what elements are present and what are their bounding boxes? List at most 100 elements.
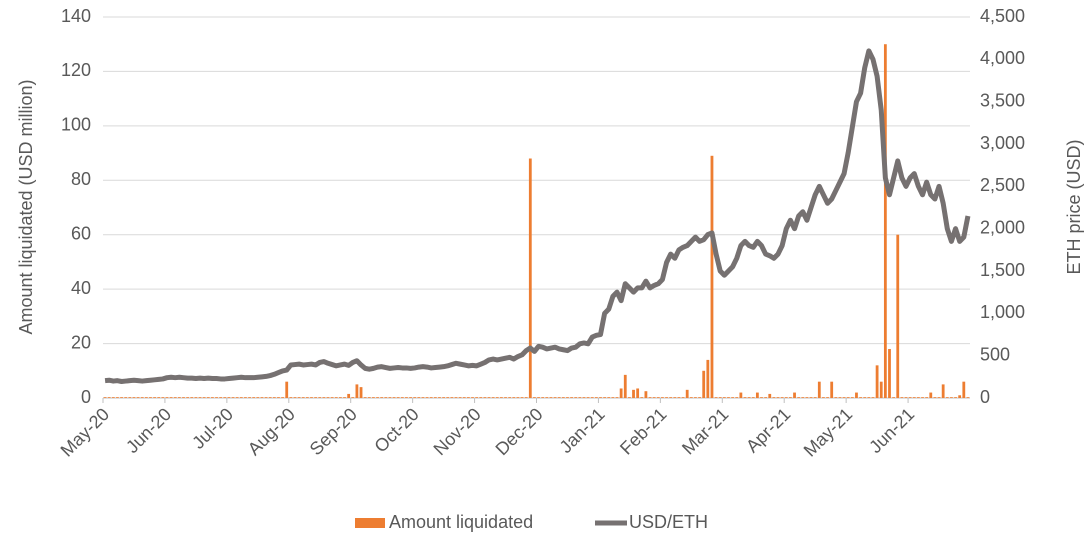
bar: [202, 397, 206, 398]
x-tick-label: Jun-20: [122, 404, 175, 457]
bar: [549, 397, 553, 398]
bar: [326, 397, 330, 398]
bar: [417, 397, 421, 398]
bar: [495, 397, 499, 398]
bar: [859, 397, 862, 398]
bar: [194, 397, 198, 398]
bar: [747, 397, 751, 398]
bar: [425, 397, 429, 398]
bar: [107, 397, 111, 398]
bar: [714, 397, 718, 398]
bar: [116, 397, 119, 398]
bar: [256, 397, 260, 398]
bar: [120, 397, 123, 398]
bar: [838, 397, 842, 398]
bar: [694, 397, 697, 398]
bar: [689, 397, 693, 398]
bar: [545, 397, 549, 398]
bar: [722, 397, 726, 398]
bar: [619, 388, 623, 398]
bar: [855, 392, 858, 398]
y2-tick-label: 4,500: [980, 6, 1025, 26]
bar: [136, 397, 140, 398]
bar: [491, 397, 495, 398]
bar: [685, 389, 689, 398]
bar: [793, 392, 796, 398]
bar: [248, 397, 251, 398]
bar: [879, 381, 883, 398]
bar: [627, 397, 631, 398]
bar: [103, 397, 107, 398]
bar: [244, 397, 247, 398]
bar: [673, 397, 677, 398]
bar: [842, 397, 846, 398]
bar: [223, 397, 227, 398]
bar: [888, 349, 891, 398]
bar: [396, 397, 400, 398]
bar: [929, 392, 933, 398]
bar: [297, 397, 301, 398]
bar: [487, 397, 491, 398]
bar: [813, 397, 817, 398]
bar: [260, 397, 264, 398]
bar: [925, 397, 929, 398]
bar: [186, 397, 190, 398]
bar: [500, 397, 503, 398]
bar: [165, 397, 169, 398]
y-tick-label: 20: [71, 332, 91, 352]
bar: [450, 397, 454, 398]
bar: [945, 397, 949, 398]
bar: [355, 384, 359, 398]
bar: [681, 397, 685, 398]
bar: [850, 397, 854, 398]
bar: [561, 397, 565, 398]
bar: [343, 397, 346, 398]
bar: [305, 397, 309, 398]
y2-tick-label: 1,500: [980, 260, 1025, 280]
bar: [512, 397, 516, 398]
x-tick-label: Dec-20: [492, 404, 547, 459]
bar: [334, 397, 338, 398]
bar: [623, 374, 627, 398]
bar: [830, 381, 834, 398]
bar: [718, 397, 722, 398]
bar: [405, 397, 408, 398]
bar: [206, 397, 210, 398]
bar: [182, 397, 185, 398]
bar: [272, 397, 276, 398]
bar: [908, 397, 912, 398]
bar: [124, 397, 128, 398]
y-tick-label: 0: [81, 387, 91, 407]
y2-tick-label: 2,000: [980, 217, 1025, 237]
y2-tick-label: 0: [980, 387, 990, 407]
bar: [231, 397, 235, 398]
bar: [755, 392, 759, 398]
bar: [648, 397, 652, 398]
bar: [846, 397, 850, 398]
bar: [289, 397, 293, 398]
bar: [537, 397, 540, 398]
bar: [198, 397, 202, 398]
bar: [277, 397, 280, 398]
line: [104, 48, 971, 384]
bar: [458, 397, 462, 398]
x-tick-label: May-21: [800, 404, 857, 461]
bar: [293, 397, 297, 398]
bar: [921, 397, 924, 398]
bar: [904, 397, 908, 398]
bar: [912, 397, 916, 398]
bar: [603, 397, 607, 398]
bar: [310, 397, 313, 398]
bar: [950, 397, 953, 398]
y2-tick-label: 2,500: [980, 175, 1025, 195]
bar: [652, 397, 656, 398]
bar: [883, 44, 887, 398]
y-tick-label: 60: [71, 223, 91, 243]
bar: [677, 397, 681, 398]
y2-tick-label: 500: [980, 344, 1010, 364]
bar: [140, 397, 144, 398]
bar: [780, 397, 784, 398]
x-tick-label: Sep-20: [306, 404, 361, 459]
bar: [656, 397, 660, 398]
